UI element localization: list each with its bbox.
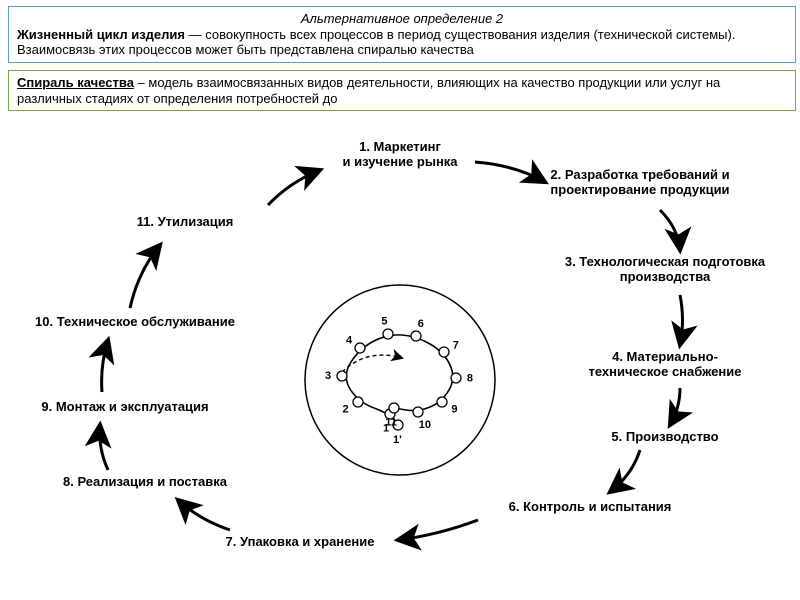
definition-box-1: Альтернативное определение 2 Жизненный ц… [8,6,796,63]
stage-label-9: 9. Монтаж и эксплуатация [15,400,235,415]
term-1: Жизненный цикл изделия [17,27,185,42]
term-2: Спираль качества [17,75,134,90]
stage-label-8: 8. Реализация и поставка [35,475,255,490]
svg-text:8: 8 [467,373,473,385]
quality-spiral-diagram: 1'1234567891011 1. Маркетинги изучение р… [0,130,800,600]
stage-label-10: 10. Техническое обслуживание [10,315,260,330]
stage-label-3: 3. Технологическая подготовкапроизводств… [540,255,790,285]
definition-title: Альтернативное определение 2 [17,11,787,27]
svg-text:3: 3 [325,370,331,382]
svg-text:6: 6 [418,318,424,330]
svg-text:9: 9 [451,403,457,415]
stage-label-4: 4. Материально-техническое снабжение [555,350,775,380]
svg-text:7: 7 [453,339,459,351]
stage-label-1: 1. Маркетинги изучение рынка [305,140,495,170]
svg-text:10: 10 [419,419,431,431]
stage-label-11: 11. Утилизация [110,215,260,230]
svg-text:4: 4 [346,334,353,346]
stage-label-2: 2. Разработка требований ипроектирование… [510,168,770,198]
svg-text:11: 11 [385,417,397,429]
definition-box-2: Спираль качества – модель взаимосвязанны… [8,70,796,111]
definition-text-1: Жизненный цикл изделия — совокупность вс… [17,27,787,58]
svg-text:5: 5 [381,315,387,327]
definition-text-2: Спираль качества – модель взаимосвязанны… [17,75,787,106]
svg-text:1': 1' [393,434,402,446]
stage-label-6: 6. Контроль и испытания [475,500,705,515]
stage-label-7: 7. Упаковка и хранение [200,535,400,550]
svg-text:2: 2 [343,403,349,415]
stage-label-5: 5. Производство [580,430,750,445]
